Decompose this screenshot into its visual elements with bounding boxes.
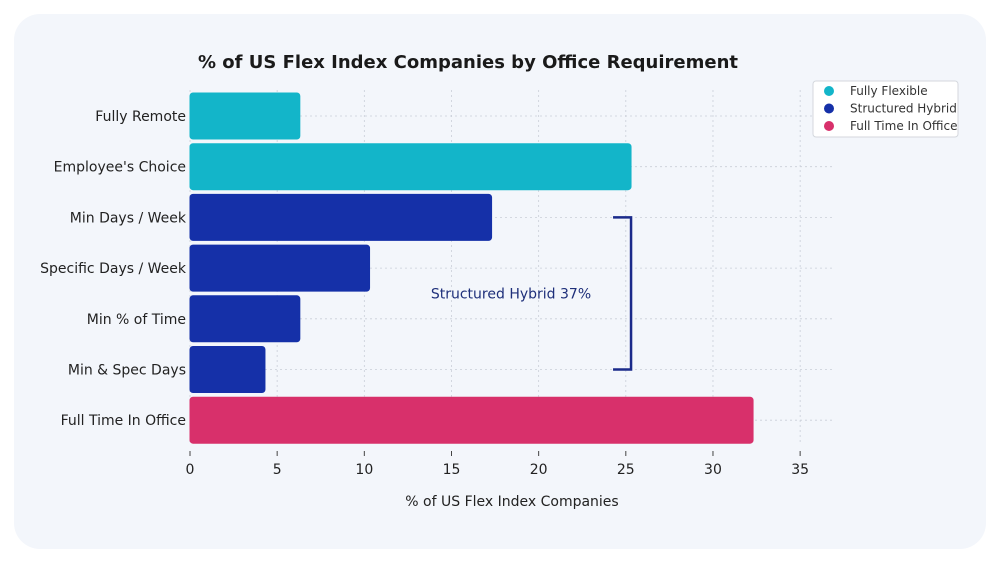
bars [189, 92, 754, 444]
bar-min-spec-days [189, 346, 266, 393]
x-tick-label: 20 [530, 462, 548, 478]
category-labels: Fully Remote Employee's Choice Min Days / … [40, 109, 187, 429]
legend-label: Fully Flexible [850, 84, 928, 98]
bar-min-days-week [189, 193, 493, 241]
category-label: Min % of Time [87, 312, 186, 328]
legend-label: Structured Hybrid [850, 102, 957, 116]
x-tick-label: 5 [273, 462, 282, 478]
category-label: Min Days / Week [70, 210, 187, 226]
category-label: Employee's Choice [54, 160, 186, 176]
annotation-text: Structured Hybrid 37% [431, 286, 591, 302]
x-axis-ticks: 0 5 10 15 20 25 30 35 [186, 451, 809, 478]
annotation-bracket [613, 216, 633, 371]
bar-employee-s-choice [189, 143, 632, 191]
x-tick-label: 30 [704, 462, 722, 478]
x-tick-label: 25 [617, 462, 635, 478]
chart-title: % of US Flex Index Companies by Office R… [198, 52, 738, 73]
category-label: Fully Remote [95, 109, 186, 125]
x-tick-label: 10 [355, 462, 373, 478]
bar-fully-remote [189, 92, 301, 140]
bar-specific-days-week [189, 244, 371, 292]
category-label: Full Time In Office [61, 413, 186, 429]
x-tick-label: 35 [791, 462, 809, 478]
legend-label: Full Time In Office [850, 119, 958, 133]
bar-full-time-in-office [189, 396, 754, 444]
legend: Fully Flexible Structured Hybrid Full Time… [812, 80, 959, 138]
legend-box [812, 80, 959, 138]
category-label: Min & Spec Days [68, 363, 186, 379]
annotation: Structured Hybrid 37% [431, 216, 633, 371]
legend-marker [824, 103, 834, 114]
bar-min-of-time [189, 295, 301, 343]
legend-marker [824, 121, 834, 131]
legend-marker [824, 86, 834, 96]
category-label: Specific Days / Week [40, 261, 187, 277]
x-axis-label: % of US Flex Index Companies [405, 494, 618, 510]
x-tick-label: 15 [443, 462, 461, 478]
x-tick-label: 0 [186, 462, 195, 478]
